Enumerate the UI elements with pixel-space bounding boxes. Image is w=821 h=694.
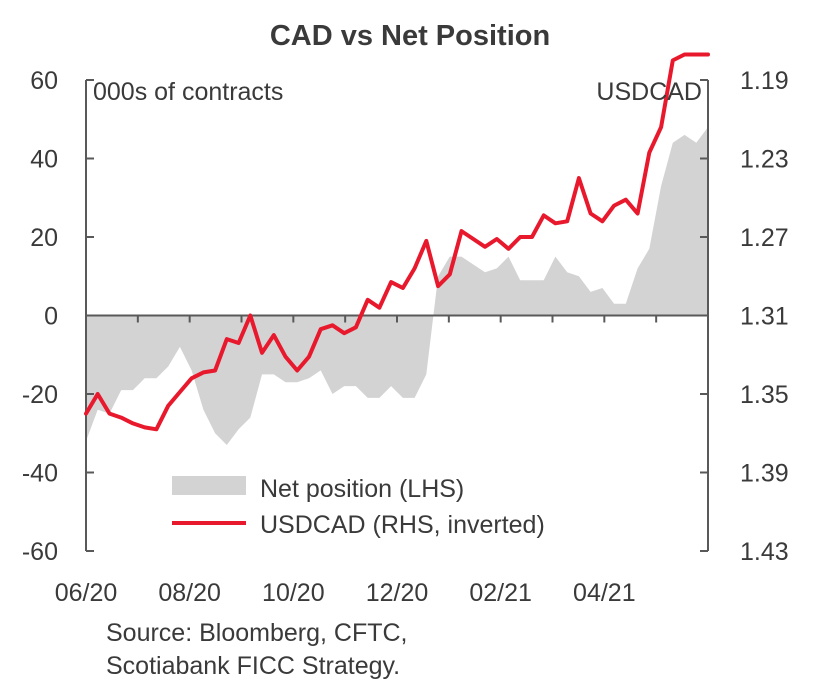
right-tick-label: 1.43 (740, 538, 789, 566)
left-tick-label: -60 (22, 538, 58, 566)
x-tick-label: 04/21 (573, 579, 636, 607)
left-tick-label: 0 (44, 303, 58, 331)
left-tick-labels: 60 40 20 0 -20 -40 -60 (22, 67, 58, 566)
legend-swatch-net-position (172, 476, 246, 495)
left-tick-label: 60 (30, 67, 58, 95)
left-tick-label: -20 (22, 381, 58, 409)
right-tick-label: 1.19 (740, 67, 789, 95)
axes (85, 79, 709, 552)
net-position-area (86, 127, 708, 445)
x-tick-label: 12/20 (366, 579, 429, 607)
x-tick-label: 10/20 (262, 579, 325, 607)
source-line-1: Source: Bloomberg, CFTC, (106, 619, 408, 647)
right-axis-unit-label: USDCAD (596, 78, 702, 106)
chart-title: CAD vs Net Position (270, 20, 550, 52)
source-line-2: Scotiabank FICC Strategy. (106, 652, 400, 680)
right-tick-label: 1.39 (740, 460, 789, 488)
right-tick-label: 1.31 (740, 303, 789, 331)
x-tick-label: 06/20 (55, 579, 118, 607)
left-tick-label: 40 (30, 146, 58, 174)
left-tick-label: -40 (22, 460, 58, 488)
right-tick-label: 1.23 (740, 146, 789, 174)
x-tick-label: 02/21 (469, 579, 532, 607)
usdcad-line (84, 52, 710, 432)
legend: Net position (LHS) USDCAD (RHS, inverted… (172, 475, 545, 539)
usdcad-line-layer (84, 52, 710, 432)
legend-label-net-position: Net position (LHS) (260, 475, 464, 503)
x-tick-labels: 06/20 08/20 10/20 12/20 02/21 04/21 (55, 579, 636, 607)
x-tick-label: 08/20 (158, 579, 221, 607)
right-tick-label: 1.35 (740, 381, 789, 409)
left-axis-unit-label: 000s of contracts (93, 78, 283, 106)
right-tick-labels: 1.19 1.23 1.27 1.31 1.35 1.39 1.43 (740, 67, 789, 566)
legend-label-usdcad: USDCAD (RHS, inverted) (260, 511, 545, 539)
right-tick-label: 1.27 (740, 224, 789, 252)
left-tick-label: 20 (30, 224, 58, 252)
net-position-area-layer (86, 127, 708, 445)
